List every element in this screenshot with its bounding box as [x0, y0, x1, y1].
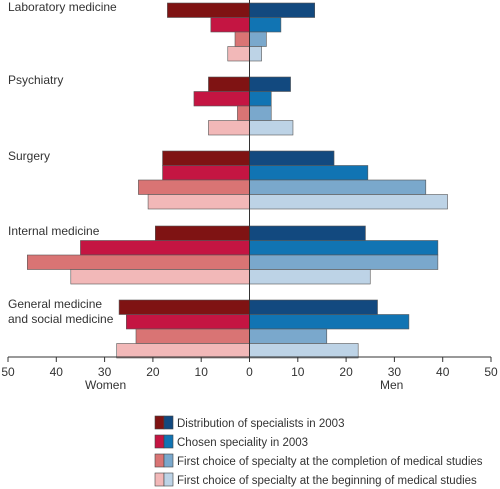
bar-women-internal-medicine-s3 [27, 254, 250, 270]
legend-swatch-men [163, 472, 174, 487]
legend-swatch-men [163, 453, 174, 468]
legend-label-s3: First choice of specialty at the complet… [177, 456, 483, 468]
legend-swatch-men [163, 415, 174, 430]
x-tick-label: 10 [195, 365, 209, 379]
bar-women-laboratory-medicine-s3 [234, 31, 250, 47]
legend-swatch-s4 [154, 472, 174, 487]
x-tick-label: 50 [1, 365, 15, 379]
x-tick-label: 0 [246, 365, 253, 379]
x-tick-label: 20 [339, 365, 353, 379]
bar-men-psychiatry-s3 [249, 105, 272, 121]
x-tick-label: 10 [291, 365, 305, 379]
bar-women-surgery-s2 [162, 165, 250, 181]
legend-label-s2: Chosen speciality in 2003 [177, 437, 308, 449]
bar-men-psychiatry-s2 [249, 91, 272, 107]
bar-women-psychiatry-s3 [237, 105, 250, 121]
bar-men-psychiatry-s1 [249, 76, 291, 92]
category-label-psychiatry: Psychiatry [8, 73, 63, 87]
bar-men-surgery-s4 [249, 194, 448, 210]
bar-men-surgery-s3 [249, 179, 427, 195]
legend-swatch-s1 [154, 415, 174, 430]
bar-men-laboratory-medicine-s3 [249, 31, 267, 47]
bar-women-general-medicine-and-social-medicine-s2 [126, 314, 250, 330]
category-label-general-medicine-and-social-medicine-line2: and social medicine [8, 312, 114, 326]
bar-women-laboratory-medicine-s2 [210, 17, 250, 33]
category-label-surgery: Surgery [8, 149, 50, 163]
bar-men-psychiatry-s4 [249, 120, 294, 136]
legend-swatch-women [154, 415, 165, 430]
women-axis-label: Women [85, 378, 126, 392]
bar-men-laboratory-medicine-s2 [249, 17, 282, 33]
bar-women-surgery-s3 [138, 179, 250, 195]
x-axis: 50 40 30 20 10 0 10 20 30 40 50 Women Men [1, 0, 498, 392]
x-tick-label: 30 [388, 365, 402, 379]
bar-men-laboratory-medicine-s1 [249, 2, 316, 18]
x-tick-label: 40 [50, 365, 64, 379]
x-tick-label: 20 [146, 365, 160, 379]
bar-men-general-medicine-and-social-medicine-s3 [249, 328, 328, 344]
bar-women-surgery-s4 [147, 194, 250, 210]
legend-swatch-women [154, 434, 165, 449]
bar-men-laboratory-medicine-s4 [249, 46, 262, 62]
bars-group [27, 2, 448, 359]
bar-women-internal-medicine-s1 [155, 225, 250, 241]
legend-swatch-men [163, 434, 174, 449]
bar-men-general-medicine-and-social-medicine-s2 [249, 314, 410, 330]
legend: Distribution of specialists in 2003 Chose… [154, 415, 483, 487]
bar-women-psychiatry-s2 [193, 91, 250, 107]
category-labels-group: Laboratory medicine Psychiatry Surgery Inte… [8, 0, 117, 326]
bar-women-surgery-s1 [162, 150, 250, 166]
legend-swatch-women [154, 453, 165, 468]
legend-swatch-s2 [154, 434, 174, 449]
men-axis-label: Men [380, 378, 403, 392]
legend-label-s4: First choice of specialty at the beginni… [177, 475, 477, 487]
bar-women-general-medicine-and-social-medicine-s1 [118, 299, 250, 315]
bar-women-psychiatry-s4 [208, 120, 250, 136]
legend-swatch-women [154, 472, 165, 487]
bar-women-internal-medicine-s4 [70, 269, 250, 285]
x-tick-label: 40 [436, 365, 450, 379]
x-tick-label: 30 [98, 365, 112, 379]
bar-women-laboratory-medicine-s4 [227, 46, 250, 62]
bar-women-internal-medicine-s2 [80, 240, 250, 256]
bar-women-general-medicine-and-social-medicine-s4 [116, 343, 250, 359]
category-label-general-medicine-and-social-medicine-line1: General medicine [8, 297, 102, 311]
category-label-internal-medicine: Internal medicine [8, 224, 100, 238]
bar-women-laboratory-medicine-s1 [167, 2, 250, 18]
bar-women-psychiatry-s1 [208, 76, 250, 92]
bar-men-internal-medicine-s4 [249, 269, 371, 285]
bar-women-general-medicine-and-social-medicine-s3 [135, 328, 250, 344]
legend-swatch-s3 [154, 453, 174, 468]
x-tick-label: 50 [484, 365, 498, 379]
bar-men-internal-medicine-s3 [249, 254, 439, 270]
category-label-laboratory-medicine: Laboratory medicine [8, 0, 117, 14]
bar-men-general-medicine-and-social-medicine-s1 [249, 299, 378, 315]
bar-men-surgery-s2 [249, 165, 369, 181]
legend-label-s1: Distribution of specialists in 2003 [177, 418, 344, 430]
bar-men-internal-medicine-s2 [249, 240, 439, 256]
bar-men-surgery-s1 [249, 150, 335, 166]
bar-men-general-medicine-and-social-medicine-s4 [249, 343, 359, 359]
bar-men-internal-medicine-s1 [249, 225, 366, 241]
